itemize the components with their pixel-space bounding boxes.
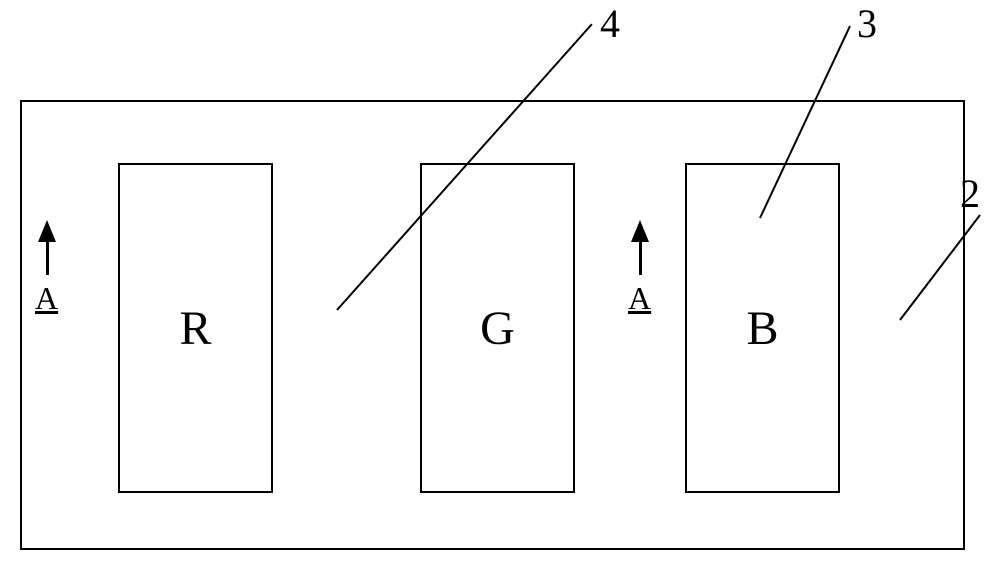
section-arrow-head-right: [631, 220, 649, 242]
section-label-a-right: A: [628, 280, 651, 317]
subpixel-label-g: G: [480, 301, 515, 356]
subpixel-label-r: R: [179, 301, 211, 356]
section-arrow-line-left: [46, 242, 49, 275]
subpixel-rect-g: G: [420, 163, 575, 493]
section-arrow-line-right: [639, 242, 642, 275]
rgb-pixel-diagram: R G B 4 3 2 A A: [0, 0, 1000, 581]
leader-label-3: 3: [857, 0, 877, 47]
section-label-a-left: A: [35, 280, 58, 317]
subpixel-rect-r: R: [118, 163, 273, 493]
section-arrow-head-left: [38, 220, 56, 242]
leader-label-4: 4: [600, 0, 620, 47]
subpixel-label-b: B: [746, 301, 778, 356]
leader-label-2: 2: [960, 170, 980, 217]
